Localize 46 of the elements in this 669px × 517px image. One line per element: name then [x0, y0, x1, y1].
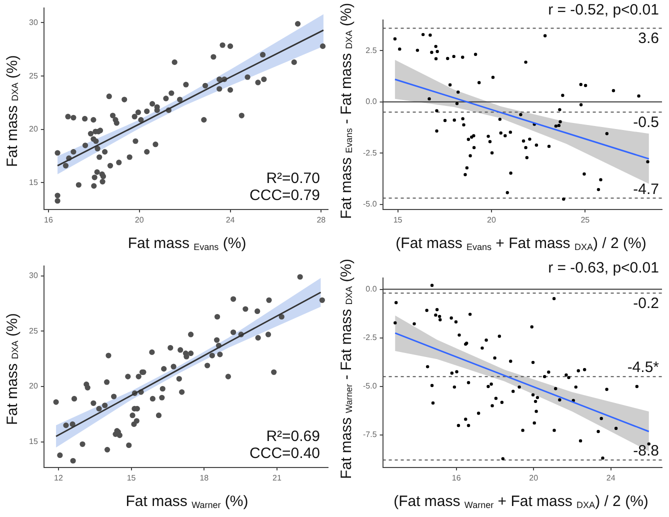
- y-tick-label: 20: [28, 382, 38, 391]
- y-tick-label: 15: [28, 178, 38, 187]
- y-tick-label: -2.5: [362, 332, 378, 342]
- ref-line-label: -4.5*: [627, 359, 660, 376]
- y-tick-label: 0.0: [366, 284, 378, 294]
- y-tick-label: 30: [28, 18, 38, 27]
- text: r = -0.63, p<0.01: [548, 260, 659, 277]
- x-axis-title: Fat mass $_{Evans}$ (%): [126, 235, 248, 252]
- y-tick-label: 0.0: [366, 97, 378, 106]
- x-tick-label: 18: [200, 473, 210, 482]
- x-tick-label: 28: [316, 215, 326, 224]
- x-tick-label: 12: [54, 473, 64, 482]
- x-tick-label: 15: [126, 473, 136, 482]
- x-tick-label: 24: [226, 215, 236, 224]
- x-tick-label: 21: [272, 473, 282, 482]
- y-tick-label: 30: [28, 270, 38, 280]
- y-tick-label: 2.5: [366, 46, 378, 55]
- ref-line-label: -0.5: [633, 114, 659, 131]
- y-tick-label: 25: [28, 326, 38, 336]
- y-tick-label: 15: [28, 437, 38, 446]
- annotation: R²=0.69: [266, 428, 320, 446]
- x-tick-label: 16: [44, 215, 54, 224]
- y-tick-label: -2.5: [362, 148, 378, 158]
- annotation: R²=0.70: [266, 170, 320, 188]
- y-tick-label: 20: [28, 124, 38, 134]
- x-axis-title: (Fat mass $_{Warner}$ + Fat mass $_{DXA}$) / 2 (%): [392, 493, 650, 510]
- y-tick-label: -5.0: [362, 199, 378, 208]
- ref-line-label: 3.6: [638, 30, 659, 47]
- annotation: CCC=0.79: [250, 187, 320, 204]
- x-tick-label: 25: [580, 215, 590, 224]
- x-axis-title: (Fat mass $_{Evans}$ + Fat mass $_{DXA}$) / 2 (%): [394, 235, 648, 252]
- y-tick-label: 25: [28, 71, 38, 80]
- ref-line-label: -4.7: [633, 180, 659, 198]
- x-tick-label: 20: [134, 215, 144, 224]
- x-tick-label: 20: [487, 215, 496, 224]
- x-tick-label: 24: [606, 473, 616, 482]
- ref-line-label: -0.2: [633, 294, 659, 312]
- y-tick-label: -5.0: [362, 381, 378, 390]
- ref-line-label: -8.8: [633, 442, 659, 460]
- x-tick-label: 20: [529, 473, 539, 482]
- annotation: CCC=0.40: [250, 445, 320, 462]
- x-tick-label: 15: [393, 215, 403, 224]
- x-tick-label: 16: [452, 473, 462, 482]
- x-axis-title: Fat mass $_{Warner}$ (%): [124, 493, 250, 510]
- text: r = -0.52, p<0.01: [548, 2, 659, 19]
- y-tick-label: -7.5: [362, 430, 378, 439]
